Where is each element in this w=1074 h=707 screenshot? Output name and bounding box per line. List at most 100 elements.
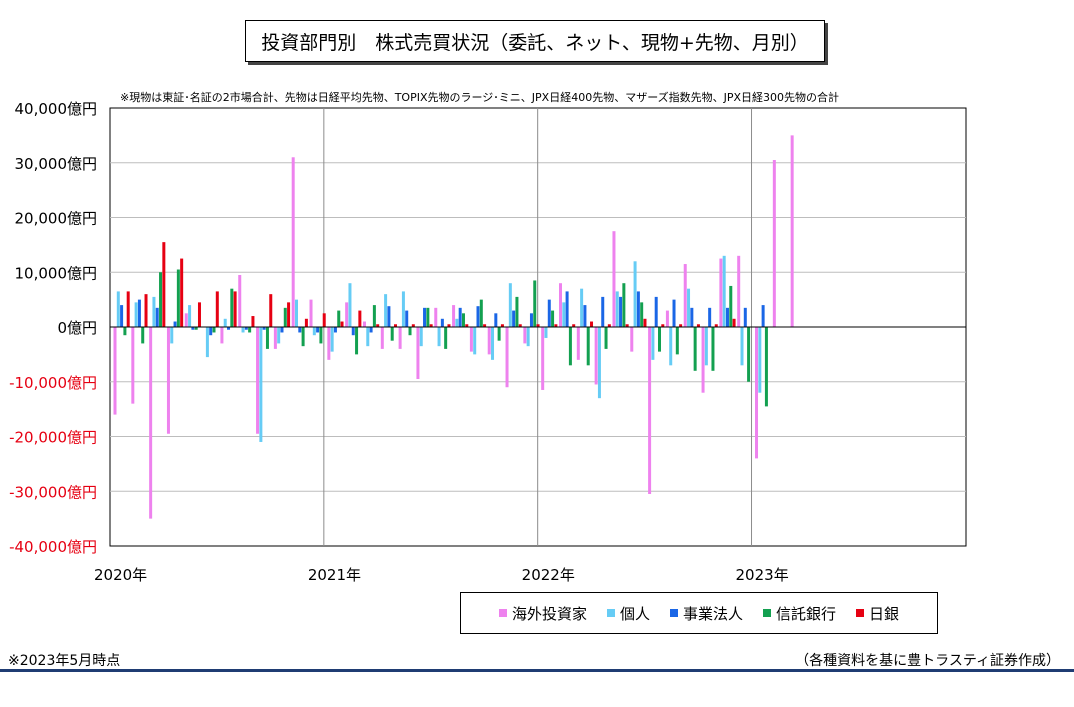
bar [401,291,405,327]
bar [280,327,284,333]
bar [622,283,626,327]
bar [358,310,362,327]
bar [633,261,637,327]
legend-item-trust-bank: 信託銀行 [763,603,836,624]
bar [651,327,655,360]
y-tick-label: 40,000億円 [15,100,98,118]
bar [209,327,213,336]
bar [241,327,245,333]
bar [134,302,138,327]
bar [227,327,231,330]
bar [648,327,652,494]
bar [554,324,558,327]
bar [197,302,201,327]
bar [155,307,159,327]
bar [116,291,120,327]
bar [416,327,420,380]
legend-item-individual: 個人 [606,603,650,624]
bar [137,299,141,327]
bar [333,327,337,333]
bar [348,283,352,327]
bar [533,280,537,327]
bar [390,327,394,341]
bar [291,157,295,327]
bar [351,327,355,336]
bar [376,324,380,327]
bar [176,269,180,327]
bar [312,327,316,336]
legend-label: 日銀 [869,604,900,623]
bar [747,327,751,382]
bar [536,324,540,327]
bar [345,302,349,327]
bar [212,327,216,333]
bar [476,306,480,327]
y-tick-label: -10,000億円 [9,374,97,392]
bar [452,305,456,327]
bottom-divider [0,669,1074,672]
legend-label: 個人 [619,604,650,623]
chart-title: 投資部門別 株式売買状況（委託、ネット、現物+先物、月別） [245,20,825,62]
x-tick-label: 2020年 [94,566,147,584]
bar [337,310,341,327]
bar [725,307,729,327]
bar [309,299,313,327]
bar [316,327,320,333]
bar [473,327,477,355]
bar [529,313,533,327]
bar [170,327,174,344]
legend-label: 事業法人 [682,604,743,623]
bar [583,305,587,327]
bar [188,305,192,327]
bar [123,327,127,336]
bar [580,288,584,327]
x-tick-label: 2021年 [308,566,361,584]
bar [287,302,291,327]
bar [711,327,715,371]
bar [479,299,483,327]
bar [355,327,359,355]
bar [394,324,397,327]
bar [658,327,661,352]
x-axis-ticks: 2020年 2021年 2022年 2023年 [94,566,789,584]
bar [162,242,166,327]
bar [248,327,252,333]
bar [505,327,509,388]
bar [461,313,465,327]
bar [238,274,242,327]
bar [714,324,718,327]
bar [423,307,427,327]
bar [572,324,576,327]
bar [687,288,691,327]
bar [643,318,647,327]
bar [661,324,665,327]
bar [166,327,170,434]
bar [194,327,198,330]
bar [630,327,634,352]
bar [604,327,608,349]
bar [601,296,605,327]
y-tick-label: 0億円 [57,319,97,337]
bar [693,327,697,371]
bar [615,291,619,327]
legend-swatch [856,609,865,617]
bar [469,327,473,352]
bar [262,327,266,330]
bar [301,327,305,347]
y-tick-label: -30,000億円 [9,483,97,501]
legend-label: 信託銀行 [776,604,837,623]
bar [220,327,224,344]
bar [640,302,644,327]
bar [764,327,768,407]
bar [273,327,277,349]
y-axis-ticks: 40,000億円 30,000億円 20,000億円 10,000億円 0億円 -10,0… [9,100,97,556]
bar [319,327,323,344]
bar [330,327,334,352]
legend-swatch [498,609,507,617]
bar [708,307,712,327]
bar [523,327,527,344]
bar [444,327,448,349]
bar [269,294,273,327]
bar [366,327,370,347]
